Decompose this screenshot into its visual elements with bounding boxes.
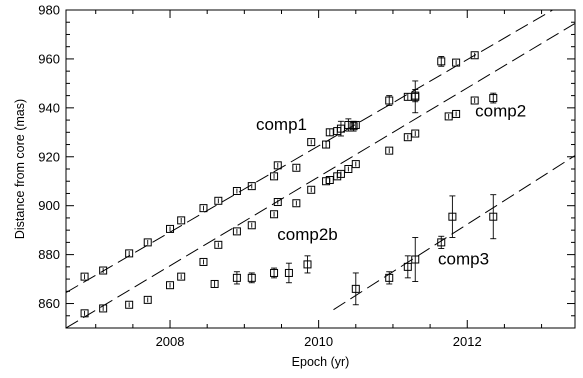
comp3-point <box>411 255 420 264</box>
comp3-point <box>403 262 412 271</box>
x-tick-label: 2008 <box>156 334 185 349</box>
comp2-point <box>344 165 353 173</box>
comp2b-point <box>232 273 241 282</box>
y-axis-label: Distance from core (mas) <box>13 99 27 239</box>
comp1-point <box>322 140 331 149</box>
comp2-fit-line <box>66 23 575 328</box>
comp2-point <box>470 96 479 105</box>
comp1-point <box>143 238 152 247</box>
comp1-point <box>452 58 461 67</box>
comp1-point <box>470 51 479 60</box>
comp2-point <box>199 257 208 266</box>
comp1-point <box>349 122 358 131</box>
comp3-label: comp3 <box>438 249 489 268</box>
tick-labels: 2008 2010 2012 860 880 900 920 940 960 980 <box>38 3 481 350</box>
comp2-point <box>452 109 461 118</box>
annotations: comp1 comp2 comp2b comp3 <box>256 101 526 268</box>
comp2-point <box>411 129 420 138</box>
comp2-point <box>143 295 152 304</box>
comp3-point <box>448 212 457 221</box>
comp2-point <box>292 199 301 208</box>
comp3-point <box>385 273 394 282</box>
comp1-point <box>214 196 223 205</box>
comp1-point <box>270 172 279 181</box>
comp2b-point <box>303 260 312 269</box>
comp3-fit-line <box>333 155 575 311</box>
x-tick-label: 2010 <box>304 334 333 349</box>
comp3-point <box>437 238 446 247</box>
x-tick-label: 2012 <box>453 334 482 349</box>
y-tick-label: 880 <box>38 247 60 262</box>
comp2-point <box>125 300 134 309</box>
ticks <box>66 9 575 328</box>
comp2b-point <box>284 268 293 277</box>
comp3-point <box>489 212 498 221</box>
comp1-point <box>125 249 134 258</box>
comp2-point <box>270 210 279 219</box>
y-tick-label: 940 <box>38 100 60 115</box>
y-tick-label: 980 <box>38 3 60 18</box>
y-tick-label: 920 <box>38 149 60 164</box>
comp1-point <box>177 216 186 225</box>
comp2-point <box>385 146 394 155</box>
comp2-point <box>232 227 241 236</box>
comp2-label: comp2 <box>475 101 526 120</box>
plot-frame <box>65 9 576 329</box>
y-tick-label: 900 <box>38 198 60 213</box>
comp2-point <box>177 272 186 281</box>
comp1-label: comp1 <box>256 115 307 134</box>
comp1-point <box>292 163 301 172</box>
comp2-point <box>273 198 282 207</box>
comp2-point <box>80 309 89 318</box>
comp2-point <box>336 169 345 178</box>
comp1-point <box>99 266 108 275</box>
comp2-point <box>307 185 316 194</box>
comp2b-point <box>247 273 256 282</box>
fit-lines <box>66 10 575 328</box>
comp2-point <box>247 221 256 230</box>
comp1-point <box>273 161 282 170</box>
x-axis-label: Epoch (yr) <box>292 355 350 369</box>
comp2b-point <box>210 279 219 288</box>
comp1-point <box>80 272 89 281</box>
comp2b-label: comp2b <box>277 225 337 244</box>
comp1-point <box>437 57 446 66</box>
comp2-point <box>99 304 108 313</box>
plot-area: comp1 comp2 comp2b comp3 <box>65 9 576 329</box>
y-tick-label: 960 <box>38 51 60 66</box>
comp1-point <box>351 120 360 129</box>
comp2-point <box>351 160 360 169</box>
comp2-point <box>214 240 223 249</box>
y-tick-label: 860 <box>38 296 60 311</box>
comp2-point <box>489 94 498 103</box>
comp1-point <box>247 182 256 191</box>
comp2-point <box>166 281 175 290</box>
comp1-point <box>385 96 394 105</box>
comp1-point <box>307 138 316 147</box>
comp2b-point <box>270 268 279 277</box>
comp3-point <box>351 284 360 293</box>
comp1-point <box>232 187 241 196</box>
comp1-point <box>199 204 208 213</box>
comp1-point <box>166 224 175 233</box>
comp1-point <box>411 92 420 101</box>
data-points <box>80 51 498 318</box>
